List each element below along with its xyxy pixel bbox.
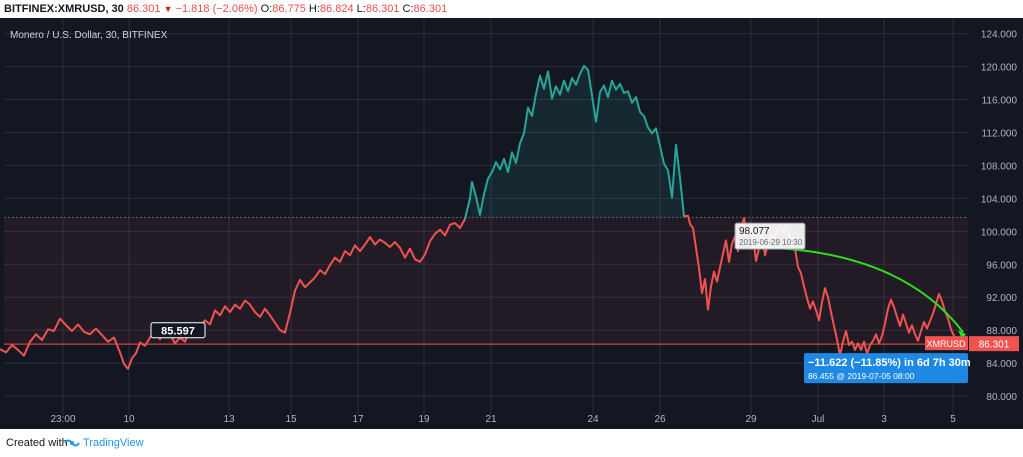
last-price: 86.301	[126, 3, 161, 15]
left-label-box	[150, 322, 206, 339]
measure-box	[804, 353, 968, 384]
low-label: L:	[356, 3, 366, 15]
y-tick-label: 108.000	[981, 161, 1018, 172]
y-tick-label: 100.000	[981, 227, 1018, 238]
low-value: 86.301	[365, 3, 400, 15]
y-tick-label: 80.000	[986, 392, 1017, 403]
up-area-fill	[470, 65, 684, 218]
high-value: 86.824	[319, 3, 354, 15]
open-value: 86.775	[272, 3, 306, 15]
peak-tooltip-box	[734, 222, 806, 250]
close-label: C:	[402, 3, 414, 15]
y-tick-label: 84.000	[986, 359, 1017, 370]
price-tag-name: XMRUSD	[926, 339, 966, 349]
symbol-header: BITFINEX:XMRUSD, 30 86.301 ▼ −1.818 (−2.…	[0, 0, 1023, 18]
created-with-label: Created with	[6, 437, 68, 449]
down-arrow-icon: ▼	[163, 4, 173, 14]
y-tick-label: 104.000	[981, 194, 1018, 205]
x-tick-label: 29	[745, 414, 757, 425]
x-tick-label: 17	[352, 414, 364, 425]
y-tick-label: 96.000	[986, 260, 1017, 271]
y-tick-label: 112.000	[982, 128, 1018, 139]
x-tick-label: 13	[223, 414, 235, 425]
x-tick-label: 10	[123, 414, 135, 425]
symbol-name: BITFINEX:XMRUSD, 30	[4, 3, 124, 15]
chart-panel[interactable]: 85.597 98.077 2019-06-29 10:30 −11.622 (−11…	[0, 18, 1023, 429]
price-change: −1.818 (−2.06%)	[175, 3, 258, 15]
price-tag-value-box	[969, 336, 1019, 352]
tradingview-brand[interactable]: TradingView	[83, 437, 144, 449]
footer: Created with TradingView	[0, 429, 1023, 457]
x-tick-label: 26	[654, 414, 666, 425]
x-tick-label: 3	[881, 414, 887, 425]
projection-arrow-icon	[958, 330, 966, 340]
y-tick-label: 124.000	[981, 30, 1018, 41]
y-tick-label: 92.000	[986, 293, 1017, 304]
left-price-label: 85.597	[161, 325, 195, 337]
range-band	[4, 217, 968, 345]
chart-title: Monero / U.S. Dollar, 30, BITFINEX	[10, 30, 168, 41]
x-tick-label: 19	[418, 414, 430, 425]
close-value: 86.301	[413, 3, 448, 15]
price-line-down	[683, 214, 961, 357]
high-label: H:	[308, 3, 320, 15]
y-tick-label: 120.000	[981, 63, 1018, 74]
open-label: O:	[260, 3, 273, 15]
x-tick-label: Jul	[812, 414, 825, 425]
price-tag-name-box	[925, 336, 968, 351]
peak-tooltip-value: 98.077	[739, 226, 770, 237]
peak-tooltip-date: 2019-06-29 10:30	[739, 238, 803, 247]
y-tick-label: 88.000	[986, 326, 1017, 337]
x-tick-label: 5	[950, 414, 956, 425]
price-line-up	[464, 64, 689, 220]
measure-sublabel: 86.455 @ 2019-07-05 08:00	[808, 371, 915, 381]
price-tag-value: 86.301	[979, 340, 1010, 351]
tradingview-logo-icon	[64, 439, 80, 447]
x-tick-label: 23:00	[50, 414, 75, 425]
y-tick-label: 116.000	[982, 96, 1018, 107]
x-tick-label: 24	[587, 414, 599, 425]
x-tick-label: 21	[485, 414, 497, 425]
x-tick-label: 15	[285, 414, 297, 425]
measure-label: −11.622 (−11.85%) in 6d 7h 30m	[808, 357, 971, 369]
price-line-down	[0, 198, 471, 370]
